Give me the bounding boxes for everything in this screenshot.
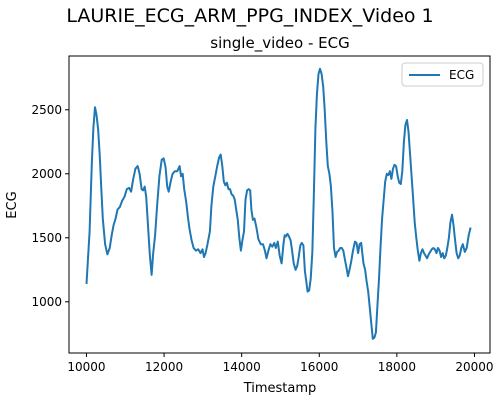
figure-suptitle: LAURIE_ECG_ARM_PPG_INDEX_Video 1 — [66, 5, 433, 27]
legend: ECG — [401, 62, 484, 87]
x-tick-label: 12000 — [145, 360, 183, 374]
plot-frame — [68, 55, 491, 354]
plot-area — [69, 56, 490, 353]
x-tick-label: 18000 — [378, 360, 416, 374]
x-tick-label: 10000 — [67, 360, 105, 374]
y-tick-label: 2000 — [31, 167, 62, 181]
axis-ticks: 10000 12000 14000 16000 18000 20000 1000 1500 20… — [31, 103, 493, 374]
series-group — [85, 67, 472, 340]
x-tick-label: 16000 — [300, 360, 338, 374]
y-axis-label: ECG — [5, 191, 20, 218]
y-tick-label: 2500 — [31, 103, 62, 117]
legend-box — [401, 62, 484, 87]
legend-label-ecg: ECG — [449, 68, 474, 82]
y-tick-label: 1000 — [31, 295, 62, 309]
x-tick-label: 14000 — [223, 360, 261, 374]
y-tick-label: 1500 — [31, 231, 62, 245]
x-axis-label: Timestamp — [243, 381, 317, 396]
series-line-ecg — [85, 67, 472, 340]
chart-title: single_video - ECG — [210, 34, 349, 53]
x-tick-label: 20000 — [455, 360, 493, 374]
